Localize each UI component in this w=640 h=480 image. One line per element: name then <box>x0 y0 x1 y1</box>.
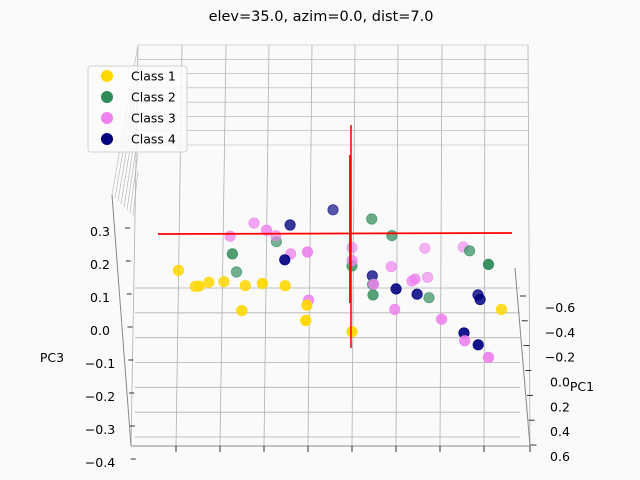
data-point-class-4 <box>390 283 402 295</box>
z-tick-label: −0.3 <box>85 422 115 437</box>
data-point-class-3 <box>385 261 397 273</box>
legend-box <box>87 65 188 153</box>
data-point-class-1 <box>301 299 313 311</box>
data-point-class-1 <box>236 304 248 317</box>
data-point-class-2 <box>423 292 435 304</box>
x-tick-label: −0.2 <box>545 350 575 365</box>
grid-line <box>395 44 399 447</box>
x-tick-label: 0.4 <box>550 424 570 439</box>
data-point-class-1 <box>495 303 508 315</box>
data-point-class-1 <box>172 264 184 276</box>
data-point-class-1 <box>279 280 291 292</box>
data-point-class-3 <box>248 217 260 229</box>
x-tick-label: −0.4 <box>545 325 575 340</box>
z-tick-label: 0.2 <box>90 257 110 272</box>
axis-left-edge <box>111 194 132 447</box>
grid-line <box>263 44 270 447</box>
data-point-class-3 <box>346 242 358 254</box>
x-axis-label: PC1 <box>570 379 594 394</box>
data-point-class-3 <box>482 351 495 363</box>
data-point-class-1 <box>203 276 215 288</box>
data-point-class-2 <box>230 266 243 278</box>
legend-marker-2 <box>101 91 113 103</box>
data-point-class-4 <box>284 219 296 231</box>
z-tick-label: 0.0 <box>90 323 110 338</box>
axis-right-edge <box>514 267 531 447</box>
data-point-class-3 <box>270 230 282 242</box>
center-axis-lines <box>157 125 513 348</box>
data-point-class-4 <box>411 288 423 300</box>
data-point-class-3 <box>435 313 448 325</box>
legend-marker-1 <box>101 70 113 82</box>
data-point-class-3 <box>419 242 431 254</box>
data-point-class-3 <box>301 246 314 258</box>
legend-label-2: Class 2 <box>131 90 176 105</box>
legend-label-1: Class 1 <box>131 69 176 84</box>
z-tick-label: 0.3 <box>90 224 110 239</box>
z-tick-label: −0.1 <box>85 356 115 371</box>
z-tick-label: 0.1 <box>90 290 110 305</box>
legend-label-4: Class 4 <box>131 132 176 147</box>
data-point-class-1 <box>346 326 358 338</box>
x-tick-label: 0.0 <box>550 375 570 390</box>
grid-line <box>527 44 531 447</box>
data-point-class-4 <box>279 254 291 266</box>
x-tick-label: −0.6 <box>545 300 575 315</box>
data-points <box>172 204 508 363</box>
chart-title: elev=35.0, azim=0.0, dist=7.0 <box>209 9 434 25</box>
legend: Class 1 Class 2 Class 3 Class 4 <box>87 65 188 153</box>
data-point-class-3 <box>368 278 380 290</box>
data-point-class-4 <box>474 293 486 306</box>
x-axis-ticks: −0.6 −0.4 −0.2 0.0 0.2 0.4 0.6 <box>520 295 575 464</box>
x-tick-label: 0.2 <box>550 399 570 414</box>
data-point-class-2 <box>463 245 476 257</box>
data-point-class-2 <box>386 230 398 242</box>
legend-marker-4 <box>101 133 113 145</box>
legend-marker-3 <box>101 112 113 124</box>
data-point-class-4 <box>327 204 339 216</box>
data-point-class-2 <box>366 213 378 225</box>
data-point-class-3 <box>459 335 471 347</box>
data-point-class-3 <box>389 303 401 315</box>
grid-line <box>439 44 443 447</box>
data-point-class-1 <box>256 277 268 290</box>
z-tick-label: −0.2 <box>85 389 115 404</box>
data-point-class-2 <box>226 248 238 260</box>
data-point-class-4 <box>472 339 484 351</box>
data-point-class-1 <box>300 314 312 326</box>
pc2-axis-line <box>157 232 513 235</box>
grid-line <box>132 170 139 217</box>
data-point-class-2 <box>482 258 495 270</box>
grid-line <box>129 152 139 214</box>
data-point-class-1 <box>218 276 230 288</box>
data-point-class-3 <box>421 271 434 283</box>
legend-label-3: Class 3 <box>131 111 176 126</box>
z-tick-label: −0.4 <box>85 455 115 470</box>
grid-line <box>483 44 486 447</box>
data-point-class-3 <box>409 273 421 285</box>
z-axis-ticks: −0.4 −0.3 −0.2 −0.1 0.0 0.1 0.2 0.3 <box>85 224 136 470</box>
grid-line <box>219 44 227 447</box>
data-point-class-3 <box>224 230 236 242</box>
data-point-class-3 <box>346 255 358 267</box>
data-point-class-1 <box>239 279 251 292</box>
data-point-class-1 <box>193 280 205 292</box>
z-axis-label: PC3 <box>40 350 64 365</box>
grid-line <box>307 44 313 447</box>
data-point-class-2 <box>367 289 379 301</box>
x-tick-label: 0.6 <box>550 449 570 464</box>
